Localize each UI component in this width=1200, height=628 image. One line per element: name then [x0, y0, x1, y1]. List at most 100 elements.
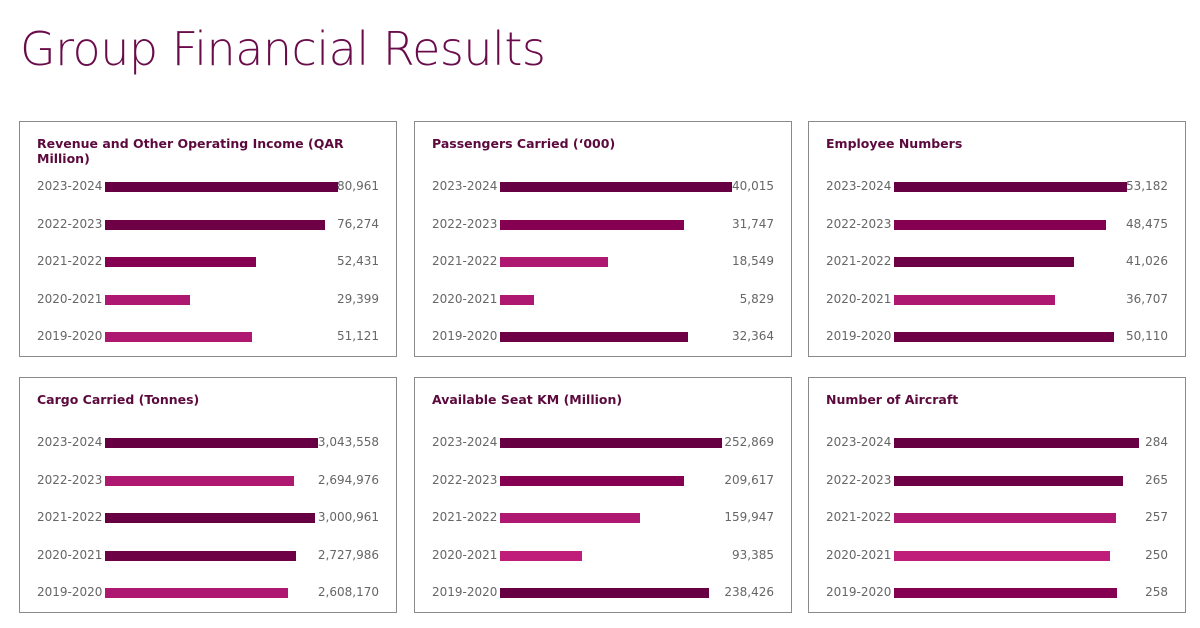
category-label: 2020-2021	[826, 547, 892, 562]
category-label: 2020-2021	[432, 547, 498, 562]
category-label: 2019-2020	[432, 585, 498, 599]
category-label: 2022-2023	[432, 216, 498, 231]
value-label: 2,694,976	[317, 472, 379, 487]
bar	[500, 475, 685, 486]
value-label: 40,015	[732, 179, 774, 193]
bar-row: 2021-2022 257	[809, 510, 1185, 525]
category-label: 2019-2020	[826, 329, 892, 343]
chart-title: Available Seat KM (Million)	[432, 392, 623, 407]
value-label: 52,431	[337, 254, 379, 268]
category-label: 2022-2023	[432, 472, 498, 487]
value-label: 3,000,961	[317, 510, 379, 524]
bar-row: 2021-2022 3,000,961	[20, 510, 396, 525]
bar	[894, 513, 1116, 523]
bar-row: 2019-2020 50,110	[809, 329, 1185, 344]
value-label: 257	[1145, 510, 1168, 524]
category-label: 2021-2022	[432, 254, 498, 268]
bar	[500, 513, 641, 523]
chart-panel: Employee Numbers 2023-2024 53,182 2022-2023…	[808, 121, 1186, 357]
value-label: 2,608,170	[317, 585, 379, 599]
bar-row: 2023-2024 53,182	[809, 179, 1185, 194]
category-label: 2023-2024	[826, 179, 892, 193]
category-label: 2019-2020	[37, 329, 103, 343]
bar	[500, 332, 688, 342]
bar-row: 2019-2020 51,121	[20, 329, 396, 344]
bar-row: 2019-2020 238,426	[415, 585, 791, 600]
bar	[894, 550, 1110, 561]
category-label: 2021-2022	[826, 510, 892, 524]
bar-row: 2022-2023 31,747	[415, 216, 791, 232]
bar	[894, 219, 1107, 230]
category-label: 2019-2020	[37, 585, 103, 599]
category-label: 2021-2022	[826, 254, 892, 268]
bar-row: 2020-2021 2,727,986	[20, 547, 396, 563]
value-label: 284	[1145, 435, 1168, 449]
bar	[105, 475, 294, 486]
bar	[894, 332, 1114, 342]
bar-row: 2019-2020 32,364	[415, 329, 791, 344]
bar	[105, 438, 318, 448]
category-label: 2021-2022	[432, 510, 498, 524]
bar-row: 2022-2023 76,274	[20, 216, 396, 232]
bar	[105, 550, 296, 561]
chart-panel: Available Seat KM (Million) 2023-2024 252,…	[414, 377, 792, 613]
bar	[894, 294, 1055, 305]
bar	[105, 219, 325, 230]
bar	[500, 550, 582, 561]
chart-title: Revenue and Other Operating Income (QAR …	[37, 136, 344, 166]
bar	[105, 588, 288, 598]
bar-row: 2022-2023 265	[809, 472, 1185, 488]
bar	[105, 294, 190, 305]
value-label: 258	[1145, 585, 1168, 599]
chart-panel: Passengers Carried (‘000) 2023-2024 40,015…	[414, 121, 792, 357]
bar-row: 2020-2021 29,399	[20, 291, 396, 307]
value-label: 76,274	[337, 216, 379, 231]
bar	[500, 294, 534, 305]
value-label: 80,961	[337, 179, 379, 193]
bar-row: 2020-2021 250	[809, 547, 1185, 563]
bar-row: 2023-2024 40,015	[415, 179, 791, 194]
category-label: 2022-2023	[37, 472, 103, 487]
value-label: 265	[1145, 472, 1168, 487]
chart-title: Cargo Carried (Tonnes)	[37, 392, 200, 407]
bar-row: 2019-2020 258	[809, 585, 1185, 600]
chart-panel: Number of Aircraft 2023-2024 284 2022-2023 2…	[808, 377, 1186, 613]
chart-title: Passengers Carried (‘000)	[432, 136, 616, 151]
bar	[894, 475, 1123, 486]
bar-row: 2021-2022 159,947	[415, 510, 791, 525]
category-label: 2020-2021	[37, 547, 103, 562]
value-label: 36,707	[1126, 291, 1168, 306]
value-label: 209,617	[724, 472, 774, 487]
bar	[894, 438, 1139, 448]
bar-row: 2023-2024 284	[809, 435, 1185, 450]
value-label: 159,947	[724, 510, 774, 524]
category-label: 2023-2024	[432, 435, 498, 449]
category-label: 2023-2024	[432, 179, 498, 193]
category-label: 2021-2022	[37, 510, 103, 524]
bar-row: 2020-2021 5,829	[415, 291, 791, 307]
bar	[105, 257, 256, 267]
value-label: 31,747	[732, 216, 774, 231]
chart-panel: Cargo Carried (Tonnes) 2023-2024 3,043,558…	[19, 377, 397, 613]
value-label: 2,727,986	[317, 547, 379, 562]
bar	[500, 219, 685, 230]
value-label: 48,475	[1126, 216, 1168, 231]
category-label: 2023-2024	[37, 435, 103, 449]
value-label: 250	[1145, 547, 1168, 562]
value-label: 238,426	[724, 585, 774, 599]
bar-row: 2021-2022 52,431	[20, 254, 396, 269]
category-label: 2022-2023	[826, 472, 892, 487]
value-label: 29,399	[337, 291, 379, 306]
bar-row: 2019-2020 2,608,170	[20, 585, 396, 600]
category-label: 2019-2020	[432, 329, 498, 343]
bar-row: 2020-2021 36,707	[809, 291, 1185, 307]
chart-title: Employee Numbers	[826, 136, 963, 151]
bar	[105, 182, 338, 192]
page-title: Group Financial Results	[20, 22, 546, 76]
category-label: 2020-2021	[432, 291, 498, 306]
bar-row: 2023-2024 252,869	[415, 435, 791, 450]
value-label: 41,026	[1126, 254, 1168, 268]
category-label: 2020-2021	[37, 291, 103, 306]
category-label: 2023-2024	[37, 179, 103, 193]
bar	[500, 588, 710, 598]
